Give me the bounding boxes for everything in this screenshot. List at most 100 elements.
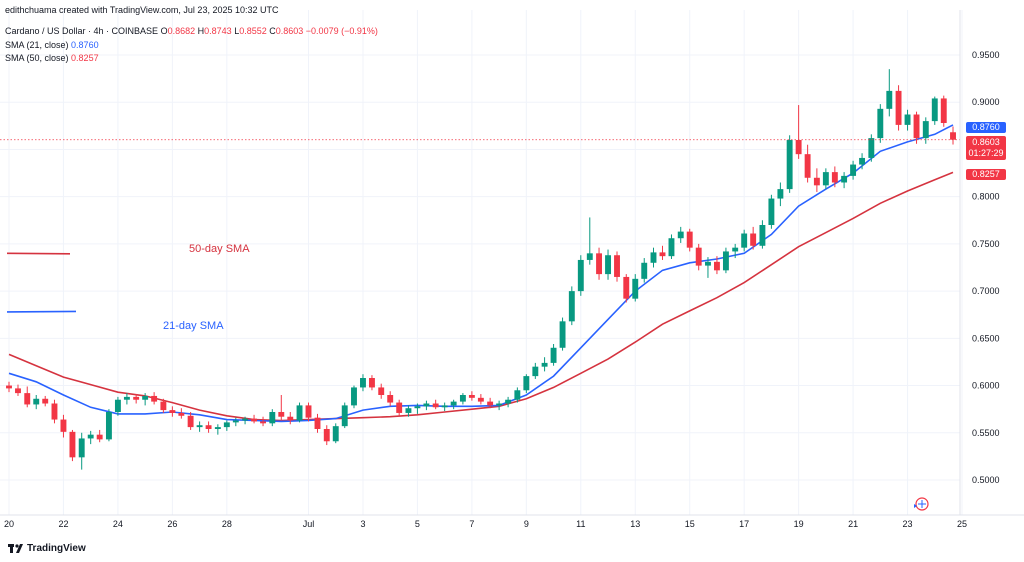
- candle-body: [659, 252, 666, 257]
- candle-body: [877, 108, 884, 139]
- candle-body: [786, 140, 793, 190]
- candle-up: [523, 374, 530, 394]
- candle-body: [732, 247, 739, 252]
- candle-down: [913, 111, 920, 144]
- candle-body: [650, 252, 657, 263]
- candle-body: [922, 121, 929, 139]
- candle-down: [477, 394, 484, 405]
- candle-body: [60, 419, 67, 432]
- candle-down: [750, 226, 757, 250]
- candle-up: [841, 172, 848, 189]
- sma21-path: [8, 124, 954, 423]
- candle-body: [841, 175, 848, 183]
- candle-body: [813, 177, 820, 186]
- candle-body: [668, 238, 675, 257]
- candle-up: [677, 226, 684, 243]
- legend-lines: [6, 252, 77, 313]
- candle-up: [296, 402, 303, 423]
- candle-down: [251, 414, 258, 424]
- candle-up: [223, 420, 230, 431]
- candle-up: [722, 247, 729, 274]
- candle-body: [505, 399, 512, 404]
- candle-body: [950, 132, 956, 140]
- candle-up: [568, 286, 575, 326]
- candle-body: [568, 291, 575, 322]
- candle-body: [105, 412, 112, 440]
- candle-body: [523, 376, 530, 391]
- sma50-annotation: 50-day SMA: [189, 243, 250, 255]
- candle-body: [686, 231, 693, 248]
- last-price-badge: 0.8603 01:27:29: [966, 136, 1006, 160]
- candle-body: [450, 401, 457, 406]
- candle-body: [868, 138, 875, 158]
- candle-body: [251, 418, 258, 422]
- candle-up: [232, 417, 239, 427]
- y-tick-label: 0.5500: [972, 428, 1000, 438]
- candle-body: [332, 426, 339, 442]
- candle-body: [677, 231, 684, 239]
- candle-up: [269, 409, 276, 427]
- candle-body: [605, 255, 611, 275]
- x-tick-label: 7: [469, 519, 474, 529]
- open-label: O: [160, 26, 168, 36]
- candle-down: [659, 245, 666, 260]
- replay-icon[interactable]: [914, 497, 929, 511]
- candle-down: [895, 85, 902, 131]
- candle-body: [614, 255, 620, 277]
- candle-body: [423, 403, 430, 407]
- candle-down: [205, 421, 212, 433]
- candle-up: [759, 220, 766, 249]
- sma21-legend[interactable]: SMA (21, close) 0.8760: [5, 40, 99, 50]
- candle-body: [641, 262, 648, 279]
- high-value: 0.8743: [204, 26, 232, 36]
- candle-up: [496, 400, 503, 411]
- candle-up: [423, 400, 430, 411]
- candle-up: [505, 396, 512, 408]
- candle-up: [142, 393, 149, 406]
- sma50-legend[interactable]: SMA (50, close) 0.8257: [5, 53, 99, 63]
- candle-body: [886, 90, 893, 109]
- candle-down: [15, 384, 21, 396]
- candle-up: [550, 344, 557, 366]
- candle-body: [432, 403, 439, 408]
- price-axis: 0.95000.90000.85000.80000.75000.70000.65…: [972, 50, 1000, 485]
- y-tick-label: 0.7500: [972, 239, 1000, 249]
- candle-body: [441, 405, 448, 408]
- candle-down: [151, 392, 158, 405]
- candle-down: [432, 399, 439, 410]
- symbol-title: Cardano / US Dollar · 4h · COINBASE: [5, 26, 159, 36]
- sma21-legend-value: 0.8760: [71, 40, 99, 50]
- x-tick-label: 13: [630, 519, 640, 529]
- last-price-value: 0.8603: [972, 137, 1000, 147]
- candle-down: [614, 251, 620, 282]
- x-tick-label: 19: [794, 519, 804, 529]
- candle-body: [496, 403, 503, 406]
- candle-body: [586, 253, 593, 260]
- tradingview-brand[interactable]: TradingView: [8, 543, 86, 554]
- candle-down: [305, 402, 312, 422]
- candle-down: [323, 425, 330, 446]
- sma21-legend-label: SMA (21, close): [5, 40, 69, 50]
- candle-body: [278, 412, 285, 417]
- candle-body: [87, 434, 94, 439]
- candle-body: [859, 157, 866, 165]
- candle-body: [931, 98, 938, 122]
- candle-down: [940, 95, 947, 127]
- sma21-price-badge: 0.8760: [966, 122, 1006, 133]
- tradingview-logo-icon: [8, 544, 23, 553]
- candle-body: [577, 259, 584, 292]
- candle-down: [831, 166, 838, 188]
- candle-body: [24, 393, 31, 405]
- candle-body: [242, 418, 249, 421]
- candle-body: [741, 233, 748, 248]
- candle-body: [15, 388, 21, 394]
- candle-body: [541, 362, 548, 367]
- chart-credit: edithchuama created with TradingView.com…: [5, 5, 279, 15]
- sma21-annotation: 21-day SMA: [163, 320, 224, 332]
- candle-body: [133, 396, 140, 400]
- y-tick-label: 0.9000: [972, 97, 1000, 107]
- candle-body: [196, 425, 203, 428]
- candle-body: [360, 378, 366, 388]
- candle-body: [378, 387, 385, 395]
